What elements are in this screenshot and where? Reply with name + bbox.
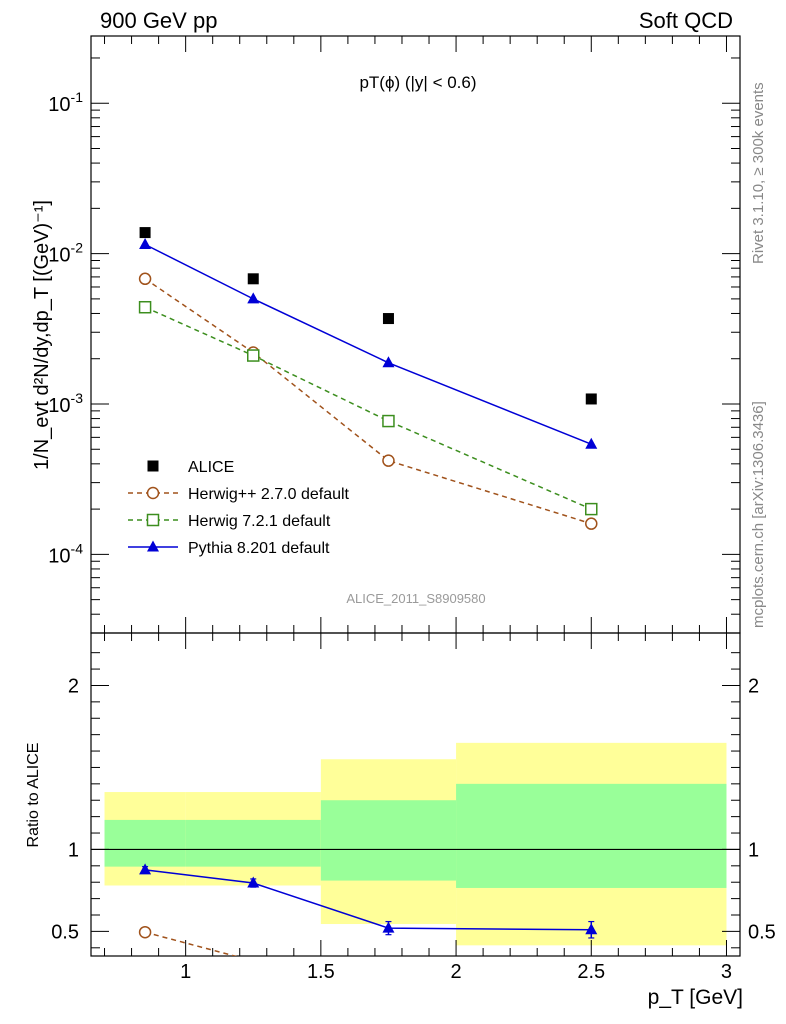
ratio-y-tick-label-right: 1 [748,839,759,861]
header-left-title: 900 GeV pp [100,8,217,33]
legend: ALICE Herwig++ 2.7.0 default Herwig 7.2.1 … [128,459,350,557]
series-0 [139,227,597,405]
ratio-data-point [138,925,152,939]
band-green [456,783,727,888]
data-point [138,300,152,314]
rivet-label: Rivet 3.1.10, ≥ 300k events [750,82,767,264]
data-point [139,237,152,249]
ratio-series-line [144,869,592,931]
y-tick-label: 10-2 [48,240,83,267]
main-plot-title: pT(ϕ) (|y| < 0.6) [359,73,476,92]
ratio-y-tick-label-right: 0.5 [748,921,776,943]
ratio-series-line [144,931,238,956]
legend-label: Herwig 7.2.1 default [188,513,331,530]
data-point [247,349,260,362]
series-3 [139,237,598,449]
main-series-group [138,227,598,530]
band-green [320,800,457,881]
legend-label: Pythia 8.201 default [188,540,330,557]
data-point [382,454,395,467]
legend-marker [146,513,160,527]
band-green [185,819,321,867]
x-tick-label: 1 [180,961,191,983]
ratio-y-tick-label-left: 0.5 [51,921,79,943]
ratio-y-axis-label: Ratio to ALICE [25,743,42,848]
ratio-series-1 [139,863,598,939]
ratio-data-point [247,876,260,888]
ratio-uncertainty-bands [91,742,740,946]
analysis-label: ALICE_2011_S8909580 [346,591,485,606]
ratio-series-group [138,863,598,956]
ratio-y-tick-label-left: 1 [68,839,79,861]
x-tick-label: 3 [721,961,732,983]
data-point [382,313,394,325]
data-point [585,393,597,405]
x-tick-label: 2 [451,961,462,983]
data-point [247,292,260,304]
ratio-y-tick-label-right: 2 [748,675,759,697]
ratio-plot-panel: 0.5 0.5 1 1 2 2 1 1.5 2 2.5 3 Ratio to ALICE p_T [… [25,632,776,1009]
ratio-series-0 [138,925,238,956]
legend-marker [147,460,159,472]
x-axis-label: p_T [GeV] [648,986,743,1009]
band-green [104,819,186,867]
main-plot-panel: 10-4 10-3 10-2 10-1 pT(ϕ) (|y| < 0.6) 1/N_e… [31,35,741,634]
data-point [382,414,395,428]
data-point [247,273,259,285]
series-line [144,278,592,525]
legend-marker [146,486,160,500]
ratio-data-point [382,921,395,933]
legend-label: Herwig++ 2.7.0 default [188,486,350,503]
main-y-axis-label: 1/N_evt d²N/dy,dp_T [(GeV)⁻¹] [31,200,53,470]
header-right-title: Soft QCD [639,8,733,33]
data-point [138,272,152,286]
y-tick-label: 10-3 [48,390,83,417]
data-point [585,437,598,449]
ratio-plot-frame [90,632,741,957]
series-line [144,306,592,510]
ratio-data-point [585,923,598,935]
ratio-axis-ticks: 0.5 0.5 1 1 2 2 1 1.5 2 2.5 3 [51,633,776,983]
mcplots-label: mcplots.cern.ch [arXiv:1306.3436] [750,401,767,628]
x-tick-label: 1.5 [307,961,335,983]
y-tick-label: 10-4 [48,540,83,567]
ratio-y-tick-label-left: 2 [68,675,79,697]
legend-label: ALICE [188,459,234,476]
x-tick-label: 2.5 [577,961,605,983]
ratio-data-point [139,863,152,875]
legend-marker [147,540,159,552]
data-point [585,517,598,530]
series-2 [138,300,598,516]
data-point [382,356,395,368]
data-point [585,502,598,516]
y-tick-label: 10-1 [48,89,83,116]
data-point [139,227,151,239]
series-line [144,243,592,445]
